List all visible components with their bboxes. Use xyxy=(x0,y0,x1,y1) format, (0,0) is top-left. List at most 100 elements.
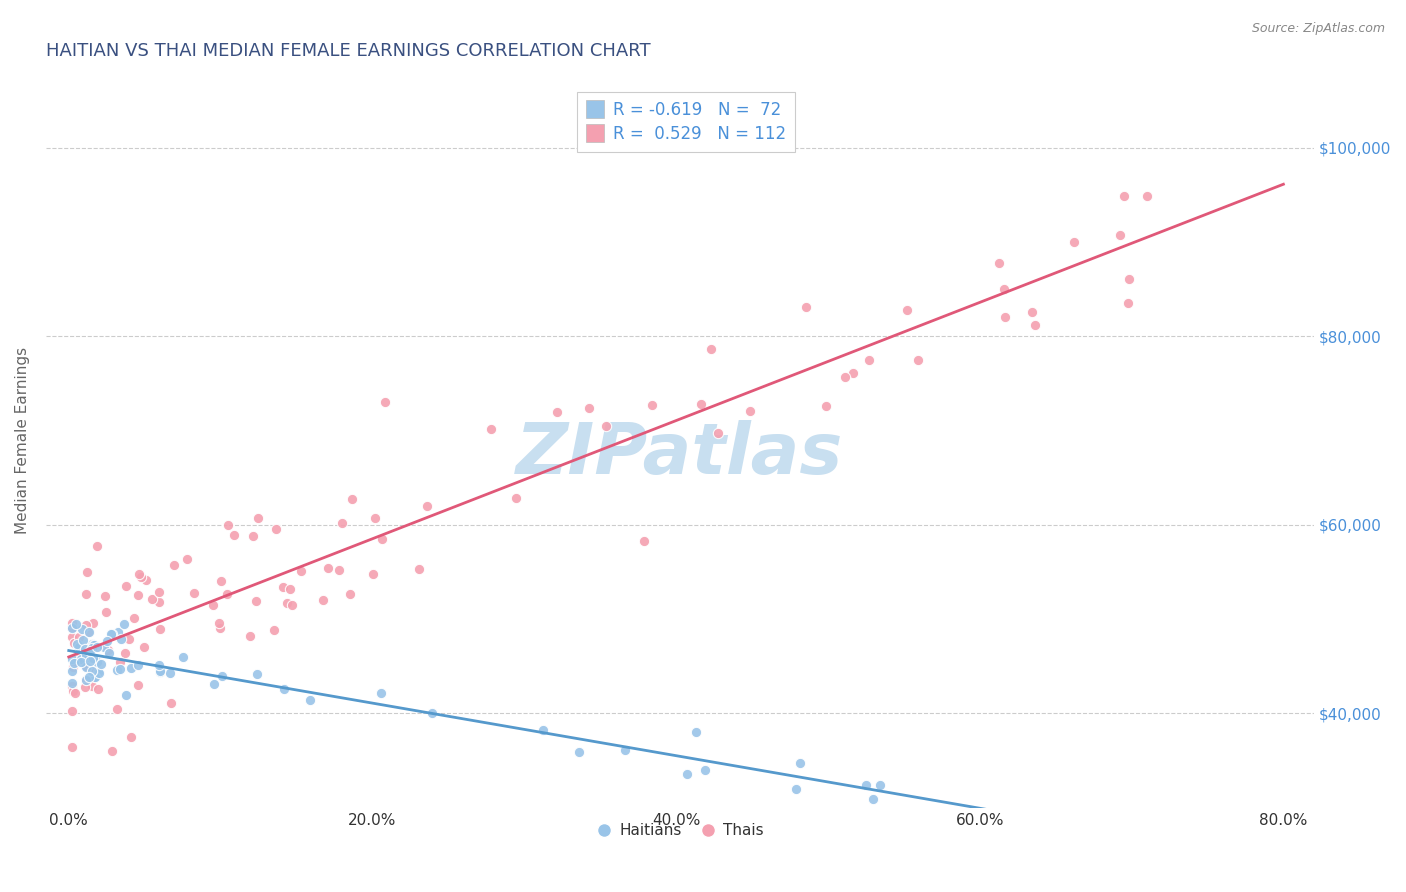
Point xyxy=(479,422,502,436)
Point xyxy=(120,730,142,744)
Point xyxy=(77,624,100,639)
Point xyxy=(66,641,89,656)
Point xyxy=(994,310,1017,324)
Point xyxy=(75,659,97,673)
Point xyxy=(211,668,233,682)
Point xyxy=(79,650,101,665)
Point xyxy=(1116,296,1139,310)
Point xyxy=(202,598,225,612)
Point xyxy=(66,650,89,665)
Text: HAITIAN VS THAI MEDIAN FEMALE EARNINGS CORRELATION CHART: HAITIAN VS THAI MEDIAN FEMALE EARNINGS C… xyxy=(46,42,651,60)
Point xyxy=(90,657,112,671)
Point xyxy=(217,518,239,533)
Point xyxy=(546,405,568,419)
Point xyxy=(862,791,884,805)
Point xyxy=(70,622,93,636)
Point xyxy=(127,588,149,602)
Point xyxy=(1021,304,1043,318)
Point xyxy=(209,574,232,589)
Point xyxy=(128,567,150,582)
Point xyxy=(149,622,172,636)
Point xyxy=(163,558,186,572)
Point xyxy=(1109,227,1132,242)
Point xyxy=(63,656,86,670)
Point xyxy=(84,670,107,684)
Point xyxy=(316,561,339,575)
Point xyxy=(75,680,97,694)
Point xyxy=(246,667,269,681)
Point xyxy=(75,587,97,601)
Point xyxy=(83,638,105,652)
Point xyxy=(82,679,104,693)
Point xyxy=(114,646,136,660)
Legend: Haitians, Thais: Haitians, Thais xyxy=(591,817,769,844)
Point xyxy=(75,617,97,632)
Point xyxy=(62,636,84,650)
Point xyxy=(595,419,617,434)
Point xyxy=(202,677,225,691)
Point xyxy=(87,665,110,680)
Point xyxy=(60,630,83,644)
Point xyxy=(273,580,295,594)
Point xyxy=(159,696,181,710)
Point xyxy=(869,778,891,792)
Point xyxy=(834,370,856,384)
Point xyxy=(993,282,1015,296)
Point xyxy=(100,626,122,640)
Point xyxy=(141,591,163,606)
Point xyxy=(72,632,94,647)
Point xyxy=(60,621,83,635)
Point xyxy=(245,594,267,608)
Point xyxy=(633,533,655,548)
Point xyxy=(84,664,107,678)
Point xyxy=(183,585,205,599)
Point xyxy=(416,499,439,513)
Point xyxy=(278,582,301,596)
Point xyxy=(75,673,97,688)
Point xyxy=(60,679,83,693)
Point xyxy=(101,627,124,641)
Point xyxy=(159,666,181,681)
Point xyxy=(75,641,97,656)
Point xyxy=(80,637,103,651)
Point xyxy=(84,670,107,684)
Point xyxy=(987,256,1010,270)
Point xyxy=(75,673,97,687)
Point xyxy=(148,595,170,609)
Point xyxy=(1118,272,1140,286)
Point xyxy=(1136,188,1159,202)
Y-axis label: Median Female Earnings: Median Female Earnings xyxy=(15,346,30,533)
Point xyxy=(69,652,91,666)
Point xyxy=(79,649,101,664)
Point xyxy=(62,683,84,698)
Point xyxy=(246,511,269,525)
Point xyxy=(112,616,135,631)
Point xyxy=(73,653,96,667)
Point xyxy=(896,302,918,317)
Point xyxy=(785,782,807,797)
Point xyxy=(215,587,238,601)
Point xyxy=(148,658,170,673)
Point xyxy=(60,664,83,678)
Point xyxy=(172,649,194,664)
Point xyxy=(264,522,287,536)
Text: ZIPatlas: ZIPatlas xyxy=(516,420,844,490)
Point xyxy=(65,617,87,632)
Point xyxy=(127,658,149,673)
Point xyxy=(76,647,98,661)
Point xyxy=(60,615,83,630)
Point xyxy=(408,561,430,575)
Point xyxy=(505,491,527,505)
Point xyxy=(794,300,817,314)
Point xyxy=(1063,235,1085,249)
Text: Source: ZipAtlas.com: Source: ZipAtlas.com xyxy=(1251,22,1385,36)
Point xyxy=(129,570,152,584)
Point xyxy=(907,352,929,367)
Point xyxy=(98,646,121,660)
Point xyxy=(531,723,554,737)
Point xyxy=(299,693,322,707)
Point xyxy=(328,563,350,577)
Point xyxy=(97,643,120,657)
Point xyxy=(83,665,105,679)
Point xyxy=(689,397,711,411)
